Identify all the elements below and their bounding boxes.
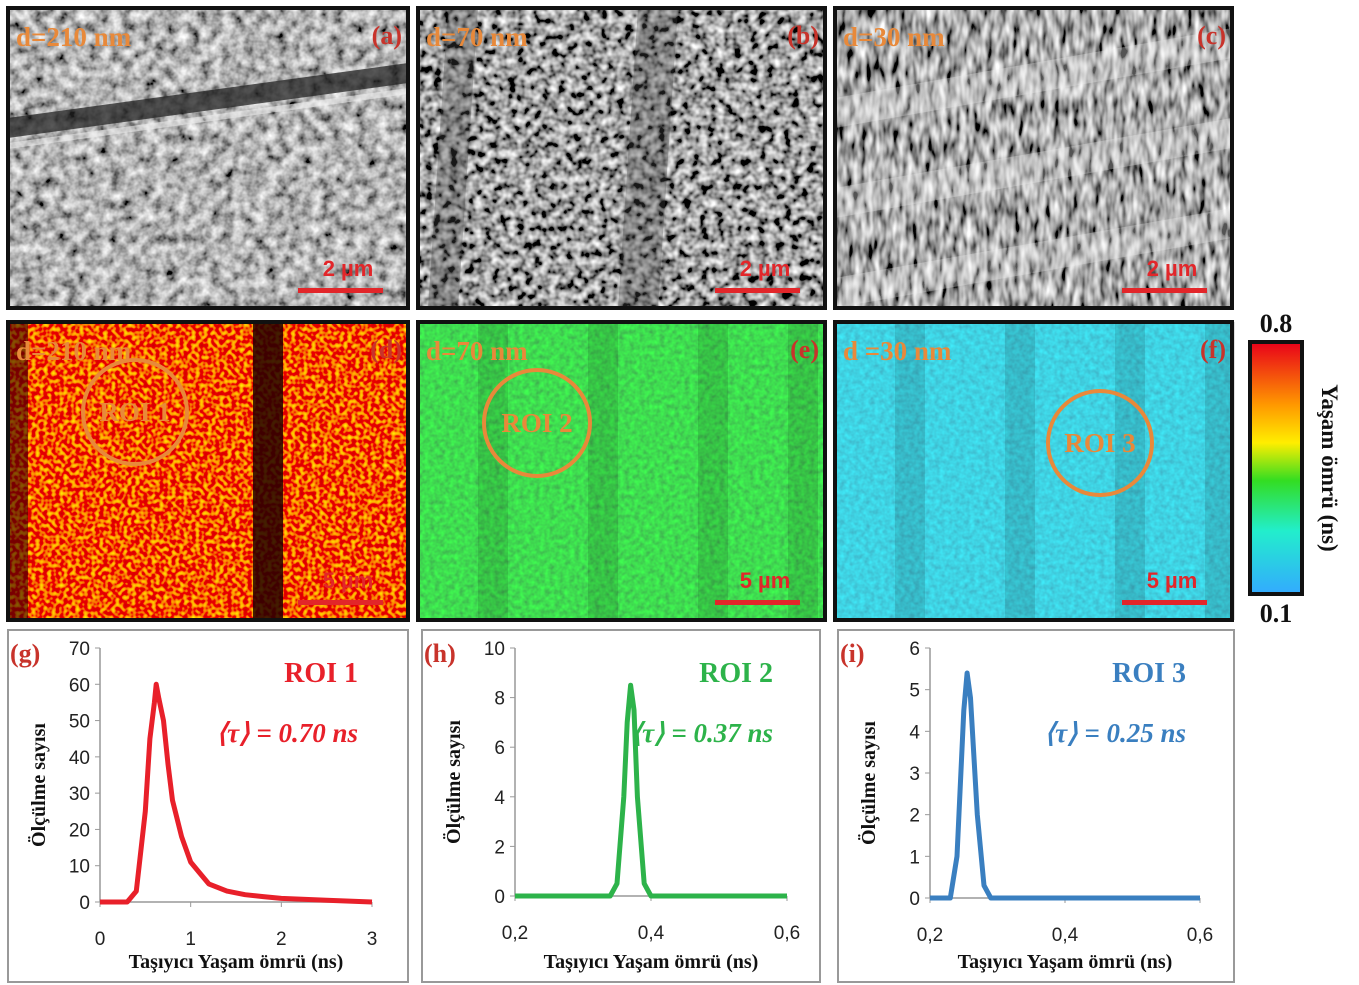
y-tick-label: 4	[909, 722, 920, 743]
panel-letter: (f)	[1200, 335, 1226, 364]
colorbar-min: 0.1	[1260, 599, 1293, 628]
x-tick-label: 0	[95, 929, 106, 950]
x-tick-label: 2	[276, 929, 287, 950]
mean-lifetime: ⟨τ⟩ = 0.25 ns	[1045, 718, 1186, 748]
band	[895, 322, 925, 620]
panel-label: d=210 nm	[16, 336, 132, 366]
y-tick-label: 3	[909, 764, 920, 785]
band	[478, 322, 508, 620]
edge	[8, 322, 28, 620]
panel-letter: (b)	[787, 21, 819, 50]
scale-bar	[1122, 288, 1207, 293]
band	[788, 322, 818, 620]
y-tick-label: 2	[909, 806, 920, 827]
panel-letter: (d)	[370, 335, 402, 364]
y-tick-label: 2	[494, 837, 505, 858]
x-axis-title: Taşıyıcı Yaşam ömrü (ns)	[129, 951, 344, 973]
x-tick-label: 0,4	[638, 923, 665, 944]
panel-label: d=70 nm	[426, 22, 528, 52]
panel-label: d=210 nm	[16, 22, 132, 52]
y-tick-label: 10	[69, 857, 90, 878]
data-line	[930, 673, 1200, 898]
band	[1115, 322, 1145, 620]
scale-bar	[715, 600, 800, 605]
roi-annotation: ROI 1	[284, 658, 358, 689]
scale-bar-label: 2 µm	[323, 256, 374, 281]
band	[588, 322, 618, 620]
mean-lifetime: ⟨τ⟩ = 0.37 ns	[632, 718, 773, 748]
y-tick-label: 10	[484, 639, 505, 660]
panel-letter: (g)	[10, 639, 40, 668]
x-tick-label: 3	[367, 929, 378, 950]
y-tick-label: 60	[69, 675, 90, 696]
band	[1005, 322, 1035, 620]
scale-bar-label: 5 µm	[323, 568, 374, 593]
x-tick-label: 1	[185, 929, 196, 950]
scale-bar-label: 2 µm	[1147, 256, 1198, 281]
y-tick-label: 6	[909, 639, 920, 660]
y-axis-title: Ölçülme sayısı	[857, 721, 880, 845]
y-tick-label: 6	[494, 738, 505, 759]
y-tick-label: 40	[69, 748, 90, 769]
data-line	[100, 684, 372, 902]
roi-label: ROI 3	[1064, 428, 1135, 458]
y-axis-title: Ölçülme sayısı	[27, 723, 50, 847]
y-tick-label: 0	[79, 893, 90, 914]
roi-annotation: ROI 2	[699, 658, 773, 689]
x-tick-label: 0,6	[1187, 925, 1213, 946]
panel-letter: (h)	[424, 639, 456, 668]
x-tick-label: 0,4	[1052, 925, 1079, 946]
scale-bar	[298, 288, 383, 293]
scale-bar	[298, 600, 383, 605]
groove	[253, 322, 283, 620]
colorbar	[1250, 342, 1302, 594]
x-axis-title: Taşıyıcı Yaşam ömrü (ns)	[544, 951, 759, 973]
mean-lifetime: ⟨τ⟩ = 0.70 ns	[217, 718, 358, 748]
y-tick-label: 5	[909, 681, 920, 702]
y-tick-label: 0	[909, 889, 920, 910]
panel-label: d =30 nm	[843, 336, 952, 366]
roi-label: ROI 1	[99, 397, 170, 427]
scale-bar	[715, 288, 800, 293]
y-tick-label: 4	[494, 788, 505, 809]
y-tick-label: 50	[69, 712, 90, 733]
y-tick-label: 8	[494, 689, 505, 710]
y-tick-label: 30	[69, 784, 90, 805]
band	[698, 322, 728, 620]
y-tick-label: 70	[69, 639, 90, 660]
y-tick-label: 0	[494, 887, 505, 908]
colorbar-max: 0.8	[1260, 309, 1293, 338]
y-tick-label: 20	[69, 820, 90, 841]
roi-label: ROI 2	[501, 408, 572, 438]
scale-bar	[1122, 600, 1207, 605]
y-tick-label: 1	[909, 847, 920, 868]
scale-bar-label: 5 µm	[740, 568, 791, 593]
x-axis-title: Taşıyıcı Yaşam ömrü (ns)	[958, 951, 1173, 973]
panel-letter: (e)	[790, 335, 819, 364]
figure: 0.8 0.1 Yaşam ömrü (ns) d=210 nm (a) 2 µm d…	[0, 0, 1359, 985]
data-line	[515, 685, 787, 896]
x-tick-label: 0,6	[774, 923, 800, 944]
scale-bar-label: 5 µm	[1147, 568, 1198, 593]
x-tick-label: 0,2	[502, 923, 528, 944]
x-tick-label: 0,2	[917, 925, 943, 946]
colorbar-label: Yaşam ömrü (ns)	[1317, 384, 1342, 551]
roi-annotation: ROI 3	[1112, 658, 1186, 689]
panel-label: d=70 nm	[426, 336, 528, 366]
panel-label: d=30 nm	[843, 22, 945, 52]
panel-letter: (c)	[1197, 21, 1226, 50]
scale-bar-label: 2 µm	[740, 256, 791, 281]
y-axis-title: Ölçülme sayısı	[442, 720, 465, 844]
panel-letter: (i)	[840, 639, 865, 668]
panel-letter: (a)	[372, 21, 402, 50]
